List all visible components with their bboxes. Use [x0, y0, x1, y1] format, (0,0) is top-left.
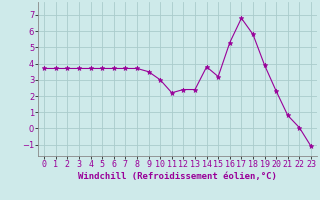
X-axis label: Windchill (Refroidissement éolien,°C): Windchill (Refroidissement éolien,°C) [78, 172, 277, 181]
